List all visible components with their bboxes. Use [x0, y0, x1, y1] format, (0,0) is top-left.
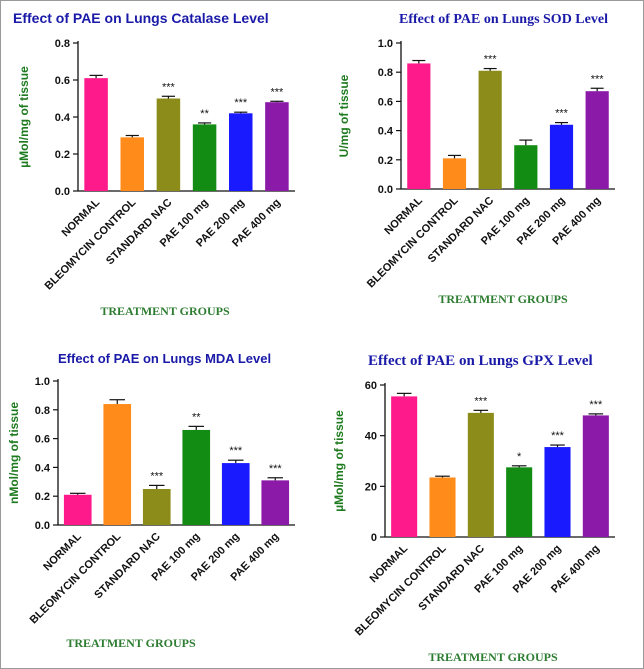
bar-3 — [156, 98, 181, 191]
y-tick-label: 0.0 — [35, 520, 50, 532]
x-axis-label: TREATMENT GROUPS — [100, 304, 230, 318]
bar-2 — [103, 404, 132, 525]
significance-label: *** — [591, 73, 605, 85]
bar-5 — [228, 113, 253, 191]
x-axis-label: TREATMENT GROUPS — [428, 650, 558, 664]
bar-6 — [265, 102, 289, 191]
bar-2 — [442, 158, 467, 189]
y-tick-label: 0.6 — [55, 75, 70, 87]
significance-label: *** — [551, 430, 565, 442]
bar-1 — [407, 63, 431, 189]
gpx-chart: Effect of PAE on Lungs GPX Level µMol/mg … — [332, 353, 615, 664]
y-axis-label: U/mg of tissue — [337, 74, 351, 157]
bar-3 — [467, 412, 494, 537]
bar-6 — [261, 480, 290, 525]
bar-1 — [391, 396, 418, 537]
significance-label: ** — [200, 108, 209, 120]
y-tick-label: 40 — [365, 431, 377, 443]
significance-label: *** — [270, 86, 284, 98]
y-tick-label: 0.4 — [35, 462, 51, 474]
y-tick-label: 0.8 — [378, 67, 393, 79]
bar-2 — [429, 477, 456, 537]
bar-5 — [544, 447, 571, 537]
bar-5 — [549, 124, 574, 189]
y-tick-label: 20 — [365, 481, 377, 493]
chart-title: Effect of PAE on Lungs Catalase Level — [13, 10, 269, 26]
significance-label: *** — [150, 470, 164, 482]
significance-label: *** — [162, 81, 176, 93]
sod-chart: Effect of PAE on Lungs SOD Level U/mg of … — [337, 12, 615, 306]
significance-label: *** — [229, 445, 243, 457]
bar-4 — [506, 467, 533, 537]
y-tick-label: 0.4 — [378, 126, 394, 138]
x-axis-label: TREATMENT GROUPS — [66, 636, 196, 650]
bar-1 — [63, 494, 92, 525]
bar-1 — [84, 78, 108, 191]
y-tick-label: 1.0 — [35, 376, 50, 388]
significance-label: *** — [269, 463, 283, 475]
y-axis-label: µMol/mg of tissue — [17, 66, 31, 168]
y-tick-label: 0.2 — [35, 491, 50, 503]
y-tick-label: 0.0 — [378, 184, 393, 196]
y-tick-label: 0.2 — [55, 149, 70, 161]
chart-title: Effect of PAE on Lungs SOD Level — [399, 12, 608, 27]
y-tick-label: 0 — [371, 532, 377, 544]
bar-4 — [192, 124, 217, 191]
y-tick-label: 0.6 — [35, 434, 50, 446]
bar-4 — [514, 145, 538, 189]
category-label: STANDARD NAC — [416, 543, 487, 614]
y-axis-label: µMol/mg of tissue — [332, 410, 346, 512]
x-axis-label: TREATMENT GROUPS — [438, 292, 568, 306]
bar-5 — [221, 463, 250, 525]
bar-2 — [120, 137, 145, 191]
bar-4 — [182, 429, 211, 525]
bar-6 — [582, 415, 609, 537]
bar-6 — [585, 91, 609, 189]
y-axis-label: nMol/mg of tissue — [7, 402, 21, 504]
mda-chart: Effect of PAE on Lungs MDA Level nMol/mg … — [7, 351, 295, 650]
y-tick-label: 0.6 — [378, 96, 393, 108]
category-label: STANDARD NAC — [104, 197, 175, 268]
y-tick-label: 60 — [365, 380, 377, 392]
y-tick-label: 0.2 — [378, 155, 393, 167]
bar-3 — [478, 70, 502, 189]
category-label: STANDARD NAC — [92, 531, 163, 602]
significance-label: * — [517, 451, 522, 463]
y-tick-label: 0.8 — [55, 38, 70, 50]
y-tick-label: 0.8 — [35, 405, 50, 417]
bar-3 — [142, 489, 171, 525]
significance-label: ** — [192, 411, 201, 423]
significance-label: *** — [589, 399, 603, 411]
significance-label: *** — [234, 97, 248, 109]
chart-title: Effect of PAE on Lungs MDA Level — [58, 351, 271, 366]
y-tick-label: 0.4 — [55, 112, 71, 124]
significance-label: *** — [474, 395, 488, 407]
y-tick-label: 1.0 — [378, 38, 393, 50]
category-label: STANDARD NAC — [426, 195, 497, 266]
chart-title: Effect of PAE on Lungs GPX Level — [368, 353, 593, 369]
y-tick-label: 0.0 — [55, 186, 70, 198]
catalase-chart: Effect of PAE on Lungs Catalase Level µMo… — [13, 10, 295, 318]
significance-label: *** — [555, 108, 569, 120]
significance-label: *** — [484, 54, 498, 66]
